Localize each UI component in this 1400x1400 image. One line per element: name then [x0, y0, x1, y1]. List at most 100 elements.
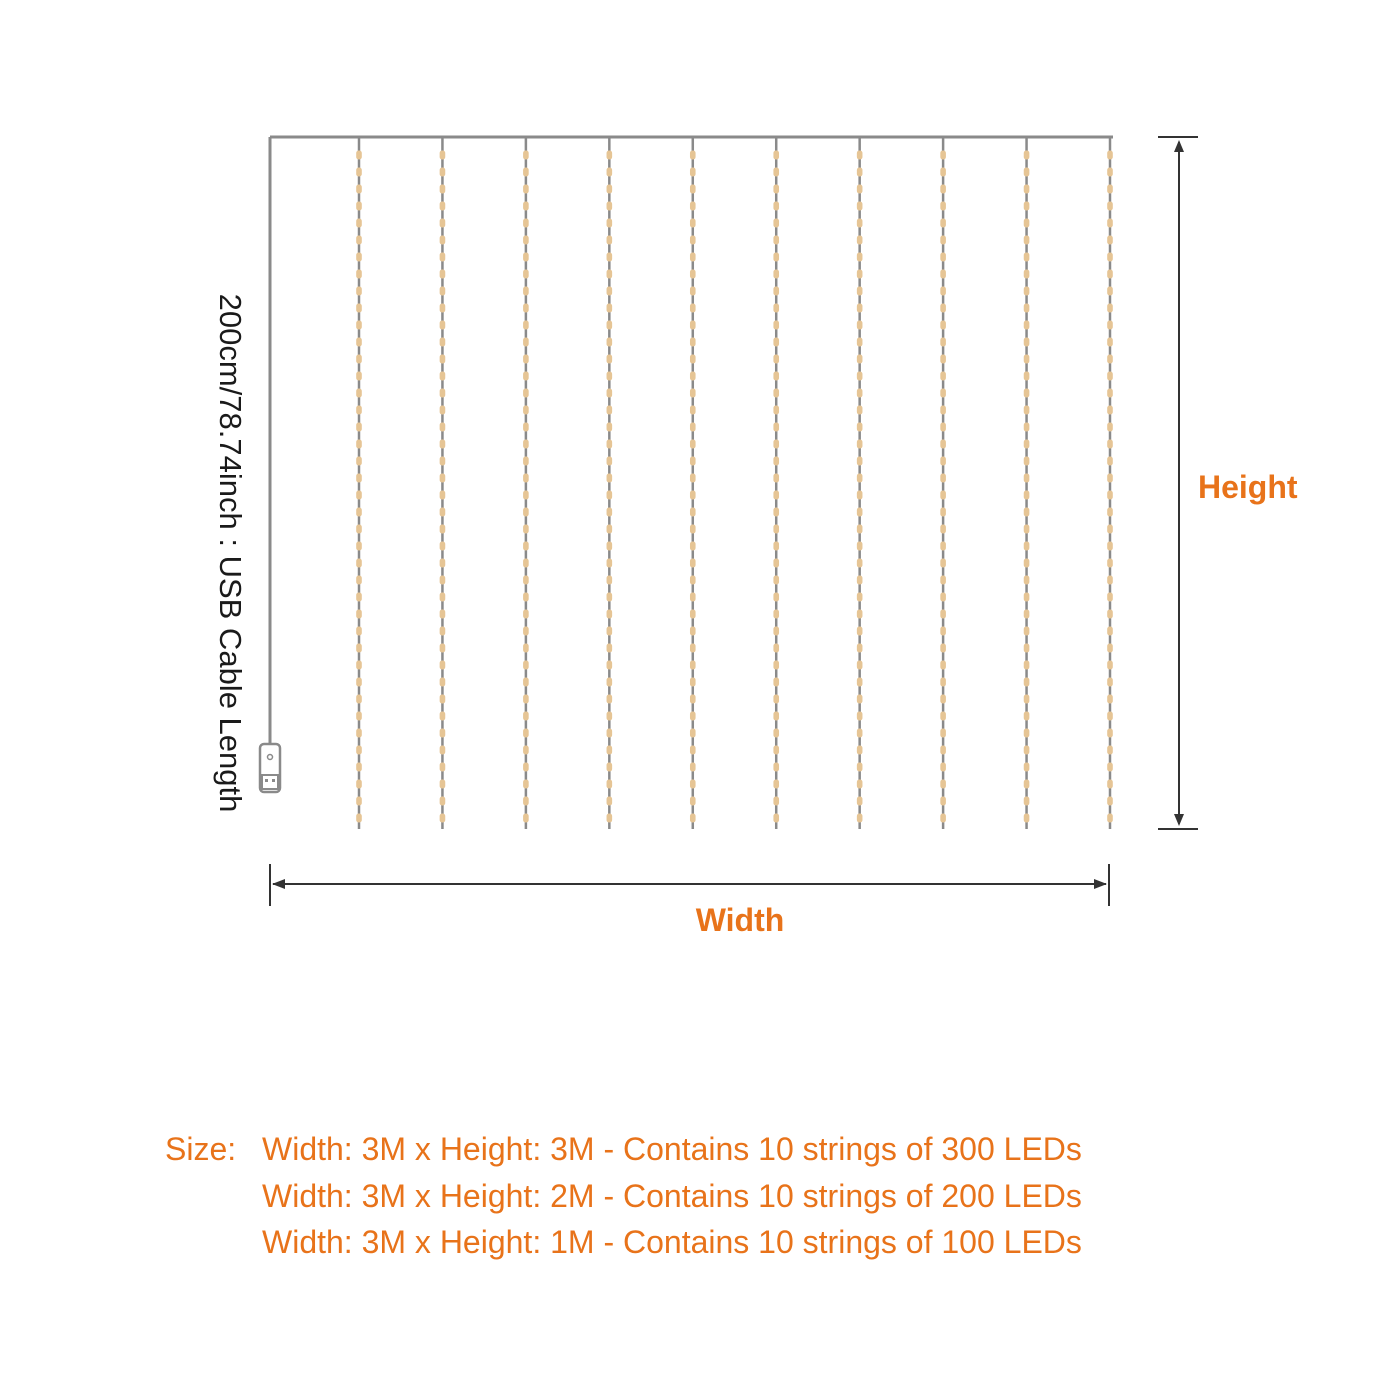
- led-bulb: [1023, 337, 1030, 347]
- led-bulb: [773, 762, 780, 772]
- led-bulb: [606, 184, 613, 194]
- usb-plug-icon: [258, 742, 282, 794]
- led-bulb: [856, 201, 863, 211]
- led-string: [1107, 137, 1113, 829]
- led-bulb: [856, 779, 863, 789]
- led-bulb: [856, 660, 863, 670]
- led-bulb: [1023, 422, 1030, 432]
- led-bulb: [606, 354, 613, 364]
- led-bulb: [439, 524, 446, 534]
- led-bulb: [1023, 592, 1030, 602]
- led-bulb: [523, 609, 529, 619]
- led-bulb: [773, 320, 780, 330]
- led-bulb: [940, 507, 946, 517]
- width-dimension: [269, 864, 1110, 906]
- led-bulb: [773, 354, 780, 364]
- led-bulb: [606, 456, 613, 466]
- led-bulb: [940, 473, 946, 483]
- led-bulb: [773, 626, 780, 636]
- led-bulb: [1107, 371, 1113, 381]
- led-bulb: [773, 507, 780, 517]
- led-bulb: [856, 592, 863, 602]
- led-bulb: [356, 694, 362, 704]
- led-bulb: [773, 422, 780, 432]
- led-bulb: [689, 779, 696, 789]
- led-bulb: [523, 711, 529, 721]
- led-bulb: [689, 524, 696, 534]
- led-bulb: [856, 218, 863, 228]
- led-bulb: [856, 626, 863, 636]
- led-bulb: [856, 320, 863, 330]
- led-bulb: [1023, 728, 1030, 738]
- led-bulb: [856, 796, 863, 806]
- led-bulb: [940, 235, 946, 245]
- led-bulb: [940, 269, 946, 279]
- led-bulb: [773, 558, 780, 568]
- led-string: [773, 137, 780, 829]
- led-bulb: [1023, 252, 1030, 262]
- led-string: [940, 137, 946, 829]
- led-bulb: [439, 541, 446, 551]
- led-bulb: [523, 694, 529, 704]
- led-bulb: [1107, 626, 1113, 636]
- led-bulb: [689, 218, 696, 228]
- led-bulb: [689, 252, 696, 262]
- led-bulb: [606, 320, 613, 330]
- led-bulb: [356, 609, 362, 619]
- led-bulb: [940, 303, 946, 313]
- led-bulb: [523, 660, 529, 670]
- led-bulb: [1107, 660, 1113, 670]
- led-bulb: [523, 439, 529, 449]
- led-bulb: [439, 184, 446, 194]
- led-bulb: [606, 745, 613, 755]
- led-bulb: [689, 235, 696, 245]
- led-bulb: [940, 184, 946, 194]
- led-bulb: [606, 796, 613, 806]
- led-string: [1023, 137, 1030, 829]
- led-bulb: [1107, 150, 1113, 160]
- led-bulb: [940, 677, 946, 687]
- led-bulb: [689, 456, 696, 466]
- led-bulb: [689, 422, 696, 432]
- led-bulb: [689, 694, 696, 704]
- led-bulb: [689, 609, 696, 619]
- led-bulb: [856, 677, 863, 687]
- led-bulb: [1023, 456, 1030, 466]
- led-bulb: [773, 490, 780, 500]
- led-bulb: [856, 558, 863, 568]
- led-bulb: [1023, 575, 1030, 585]
- led-bulb: [773, 643, 780, 653]
- led-bulb: [856, 643, 863, 653]
- led-bulb: [856, 286, 863, 296]
- led-bulb: [439, 269, 446, 279]
- led-bulb: [356, 626, 362, 636]
- led-bulb: [1107, 796, 1113, 806]
- led-bulb: [856, 507, 863, 517]
- led-bulb: [606, 643, 613, 653]
- led-bulb: [1023, 184, 1030, 194]
- led-bulb: [1107, 184, 1113, 194]
- led-bulb: [439, 337, 446, 347]
- led-bulb: [356, 456, 362, 466]
- led-bulb: [856, 473, 863, 483]
- led-bulb: [356, 762, 362, 772]
- led-bulb: [1107, 745, 1113, 755]
- led-bulb: [439, 456, 446, 466]
- led-bulb: [773, 660, 780, 670]
- led-bulb: [439, 711, 446, 721]
- led-bulb: [606, 592, 613, 602]
- led-bulb: [940, 711, 946, 721]
- led-bulb: [689, 677, 696, 687]
- led-bulb: [856, 184, 863, 194]
- led-bulb: [940, 456, 946, 466]
- led-bulb: [856, 439, 863, 449]
- led-bulb: [606, 677, 613, 687]
- led-bulb: [1107, 779, 1113, 789]
- led-bulb: [523, 337, 529, 347]
- height-label: Height: [1198, 469, 1298, 505]
- led-bulb: [1107, 252, 1113, 262]
- led-bulb: [356, 320, 362, 330]
- led-bulb: [356, 184, 362, 194]
- led-string: [606, 137, 613, 829]
- led-bulb: [439, 626, 446, 636]
